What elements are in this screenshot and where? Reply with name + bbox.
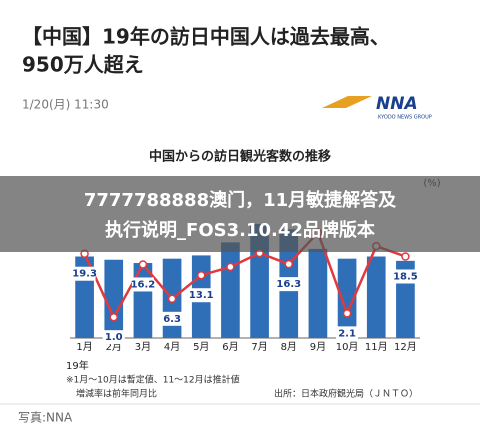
logo: NNA KYODO NEWS GROUP — [322, 94, 432, 121]
plot: 1月 2月 3月 4月 5月 6月 7月 8月 9月 10月 11月 12月19.31.016.26.… — [70, 223, 420, 353]
x-tick-label: 8月 — [281, 341, 297, 353]
data-label-bg — [336, 326, 359, 341]
data-label: 2.1 — [338, 328, 356, 339]
bar — [366, 256, 386, 338]
logo-sub: KYODO NEWS GROUP — [378, 115, 432, 121]
bar — [221, 242, 240, 338]
data-label-bg — [190, 288, 213, 303]
note: 増減率は前年同月比 — [76, 388, 157, 400]
data-label: 6.3 — [163, 314, 181, 325]
line-point — [226, 262, 235, 272]
line-point — [284, 259, 293, 269]
overlay-band — [0, 176, 480, 252]
line — [83, 230, 406, 320]
line-point — [342, 309, 352, 318]
data-label-bg — [73, 266, 96, 281]
line-point — [401, 252, 410, 261]
x-tick-label: 9月 — [310, 341, 326, 353]
bar — [337, 258, 357, 338]
data-label-bg — [102, 330, 125, 345]
bar — [250, 223, 269, 338]
data-label: 1.0 — [105, 332, 123, 343]
x-tick-label: 10月 — [336, 341, 359, 353]
data-label-bg — [277, 277, 300, 292]
date: 1/20(月) 11:30 — [22, 98, 109, 112]
data-label: 18.5 — [393, 272, 418, 283]
x-tick-label: 4月 — [164, 341, 180, 353]
overlay-text: 执行说明_FOS3.10.42品牌版本 — [105, 219, 375, 241]
x-tick-label: 7月 — [251, 341, 267, 353]
bar — [104, 259, 124, 338]
x-tick-label: 6月 — [222, 341, 238, 353]
x-tick-label: 5月 — [193, 341, 209, 353]
bar — [308, 248, 328, 338]
year-label: 19年 — [66, 359, 89, 372]
x-tick-label: 11月 — [365, 341, 388, 353]
note: ※1月～10月は暫定値、11～12月は推計値 — [66, 374, 240, 386]
line-point — [109, 312, 118, 322]
x-tick-label: 1月 — [76, 341, 92, 353]
line-point — [167, 294, 177, 304]
headline: 【中国】19年の訪日中国人は過去最高、 — [22, 25, 390, 49]
source: 出所：日本政府観光局（ＪＮＴＯ） — [274, 388, 418, 400]
logo-text: NNA — [376, 94, 418, 114]
data-label-bg — [394, 269, 417, 284]
photo-credit: 写真:NNA — [18, 411, 73, 425]
headline: 950万人超え — [22, 53, 144, 77]
data-label-bg — [131, 277, 154, 292]
data-label: 16.3 — [276, 279, 301, 290]
x-tick-label: 12月 — [394, 341, 417, 353]
x-tick-label: 3月 — [135, 341, 151, 353]
data-label: 13.1 — [189, 290, 214, 301]
data-label: 16.2 — [131, 279, 156, 290]
logo-mark — [322, 96, 372, 108]
data-label-bg — [161, 311, 184, 326]
line-point — [138, 260, 148, 269]
data-label: 19.3 — [72, 269, 97, 280]
chart-title: 中国からの訪日観光客数の推移 — [149, 149, 331, 165]
line-point — [197, 270, 206, 280]
overlay-text: 7777788888澳门，11月敏捷解答及 — [84, 189, 397, 211]
